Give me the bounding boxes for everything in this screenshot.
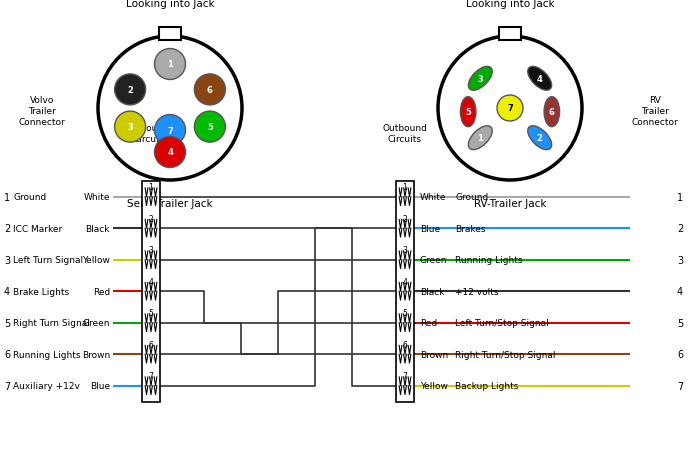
Text: 7: 7 (167, 126, 173, 135)
Text: Blue: Blue (90, 382, 110, 390)
Circle shape (194, 112, 226, 143)
Text: 7: 7 (402, 371, 407, 380)
Bar (142, 181, 160, 401)
Circle shape (194, 75, 226, 106)
Text: 3: 3 (402, 246, 407, 255)
Text: Yellow: Yellow (420, 382, 448, 390)
Text: Volvo
Trailer
Connector: Volvo Trailer Connector (19, 95, 65, 127)
Text: 2: 2 (677, 224, 683, 234)
Text: 2: 2 (127, 86, 133, 95)
Text: 4: 4 (677, 287, 683, 297)
Text: Looking into Jack: Looking into Jack (466, 0, 554, 9)
Text: 7: 7 (4, 381, 10, 391)
Text: Green: Green (83, 319, 110, 327)
Text: 5: 5 (148, 308, 153, 318)
Text: 1: 1 (677, 192, 683, 202)
Text: White: White (84, 193, 110, 202)
Text: 1: 1 (167, 60, 173, 69)
Text: 2: 2 (4, 224, 10, 234)
Text: 3: 3 (477, 75, 483, 84)
Circle shape (115, 75, 145, 106)
Text: 5: 5 (402, 308, 407, 318)
Text: Backup Lights: Backup Lights (455, 382, 519, 390)
Text: Semi-Trailer Jack: Semi-Trailer Jack (127, 199, 213, 208)
Text: 5: 5 (4, 318, 10, 328)
Text: Brakes: Brakes (455, 224, 486, 233)
Text: Brown: Brown (420, 350, 448, 359)
Text: 6: 6 (677, 350, 683, 359)
Text: Yellow: Yellow (82, 256, 110, 265)
Text: Black: Black (86, 224, 110, 233)
Text: Black: Black (420, 287, 445, 296)
Text: Left Turn/Stop Signal: Left Turn/Stop Signal (455, 319, 548, 327)
Text: Ground: Ground (455, 193, 489, 202)
Text: 5: 5 (465, 108, 471, 117)
Text: 6: 6 (148, 340, 153, 349)
Text: Inbound
Circuits: Inbound Circuits (132, 124, 169, 144)
Text: 3: 3 (677, 255, 683, 265)
Text: Running Lights: Running Lights (13, 350, 81, 359)
Text: 3: 3 (148, 246, 153, 255)
Text: 2: 2 (537, 134, 543, 143)
Circle shape (155, 50, 186, 80)
Text: 5: 5 (677, 318, 683, 328)
Text: Auxiliary +12v: Auxiliary +12v (13, 382, 80, 390)
Circle shape (155, 115, 186, 146)
Text: 7: 7 (677, 381, 683, 391)
Text: 1: 1 (402, 183, 407, 192)
Text: +12 volts: +12 volts (455, 287, 498, 296)
Text: 1: 1 (149, 183, 153, 192)
Text: 2: 2 (149, 214, 153, 223)
Text: 4: 4 (148, 277, 153, 286)
Text: 1: 1 (4, 192, 10, 202)
Text: 4: 4 (4, 287, 10, 297)
Bar (499, 28, 521, 41)
Text: 4: 4 (537, 75, 543, 84)
Text: 6: 6 (4, 350, 10, 359)
Text: Looking into Jack: Looking into Jack (126, 0, 214, 9)
Ellipse shape (528, 126, 552, 150)
Text: ICC Marker: ICC Marker (13, 224, 62, 233)
Text: 3: 3 (4, 255, 10, 265)
Circle shape (98, 37, 242, 181)
Ellipse shape (461, 97, 476, 127)
Text: Brake Lights: Brake Lights (13, 287, 69, 296)
Text: Red: Red (420, 319, 437, 327)
Text: 3: 3 (127, 123, 133, 132)
Text: Green: Green (420, 256, 448, 265)
Ellipse shape (468, 67, 492, 91)
Text: White: White (420, 193, 447, 202)
Text: Right Turn/Stop Signal: Right Turn/Stop Signal (455, 350, 555, 359)
Text: Running Lights: Running Lights (455, 256, 523, 265)
Text: 4: 4 (402, 277, 407, 286)
Text: Right Turn Signal: Right Turn Signal (13, 319, 90, 327)
Ellipse shape (528, 67, 552, 91)
Text: Brown: Brown (81, 350, 110, 359)
Bar (159, 28, 181, 41)
Text: RV-Trailer Jack: RV-Trailer Jack (474, 199, 546, 208)
Text: 7: 7 (148, 371, 153, 380)
Text: Left Turn Signal: Left Turn Signal (13, 256, 83, 265)
Text: 6: 6 (402, 340, 407, 349)
Text: Blue: Blue (420, 224, 440, 233)
Text: 5: 5 (207, 123, 213, 132)
Text: Ground: Ground (13, 193, 46, 202)
Text: 2: 2 (402, 214, 407, 223)
Ellipse shape (468, 126, 492, 150)
Circle shape (438, 37, 582, 181)
Circle shape (155, 137, 186, 168)
Circle shape (497, 96, 523, 122)
Text: Red: Red (93, 287, 110, 296)
Ellipse shape (544, 97, 560, 127)
Text: 4: 4 (167, 148, 173, 157)
Text: 7: 7 (507, 104, 513, 113)
Circle shape (115, 112, 145, 143)
Text: 6: 6 (549, 108, 555, 117)
Text: RV
Trailer
Connector: RV Trailer Connector (632, 95, 679, 127)
Text: 6: 6 (207, 86, 213, 95)
Bar (396, 181, 414, 401)
Text: 1: 1 (477, 134, 483, 143)
Text: Outbound
Circuits: Outbound Circuits (383, 124, 427, 144)
